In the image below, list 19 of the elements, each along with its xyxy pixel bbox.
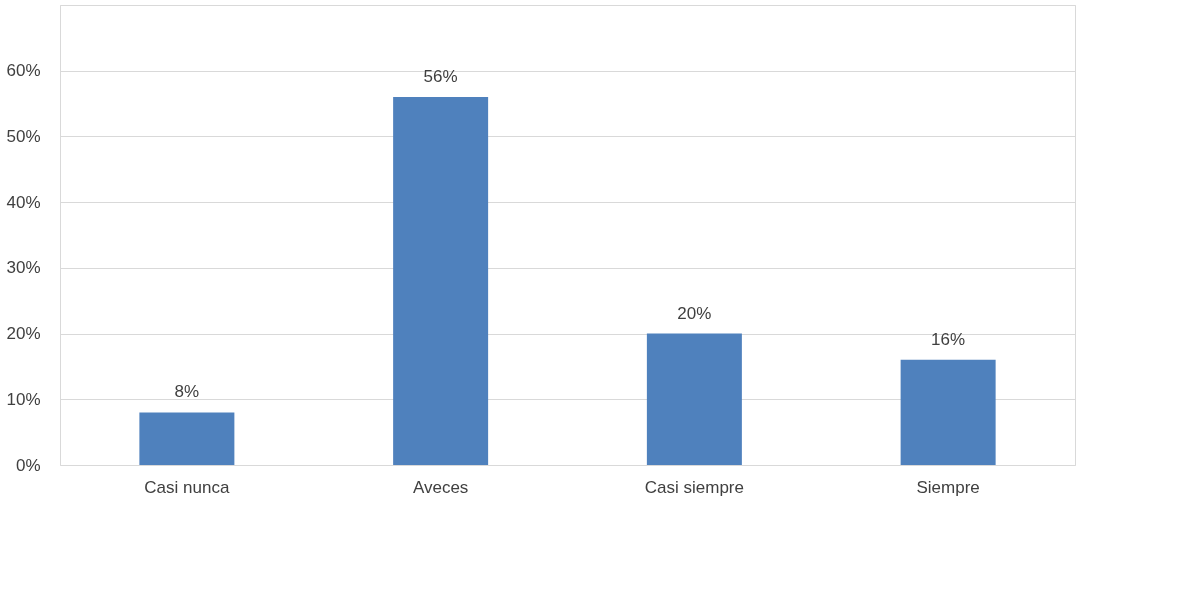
y-tick-label: 40%: [6, 192, 41, 212]
y-tick-label: 0%: [15, 455, 41, 475]
data-label: 20%: [677, 303, 712, 323]
y-tick-label: 60%: [6, 61, 41, 81]
x-tick-label: Casi nunca: [144, 477, 230, 497]
data-label: 16%: [931, 329, 966, 349]
x-tick-label: Siempre: [916, 477, 980, 497]
y-tick-label: 50%: [6, 126, 41, 146]
bar: [646, 333, 742, 465]
y-tick-label: 30%: [6, 258, 41, 278]
data-label: 56%: [423, 67, 458, 86]
x-tick-label: Casi siempre: [644, 477, 744, 497]
data-label: 8%: [174, 382, 200, 402]
bar: [393, 97, 489, 465]
bar: [139, 412, 235, 465]
y-tick-label: 20%: [6, 324, 41, 344]
bar: [900, 359, 996, 465]
y-tick-label: 10%: [6, 389, 41, 409]
x-tick-label: Aveces: [412, 477, 469, 497]
